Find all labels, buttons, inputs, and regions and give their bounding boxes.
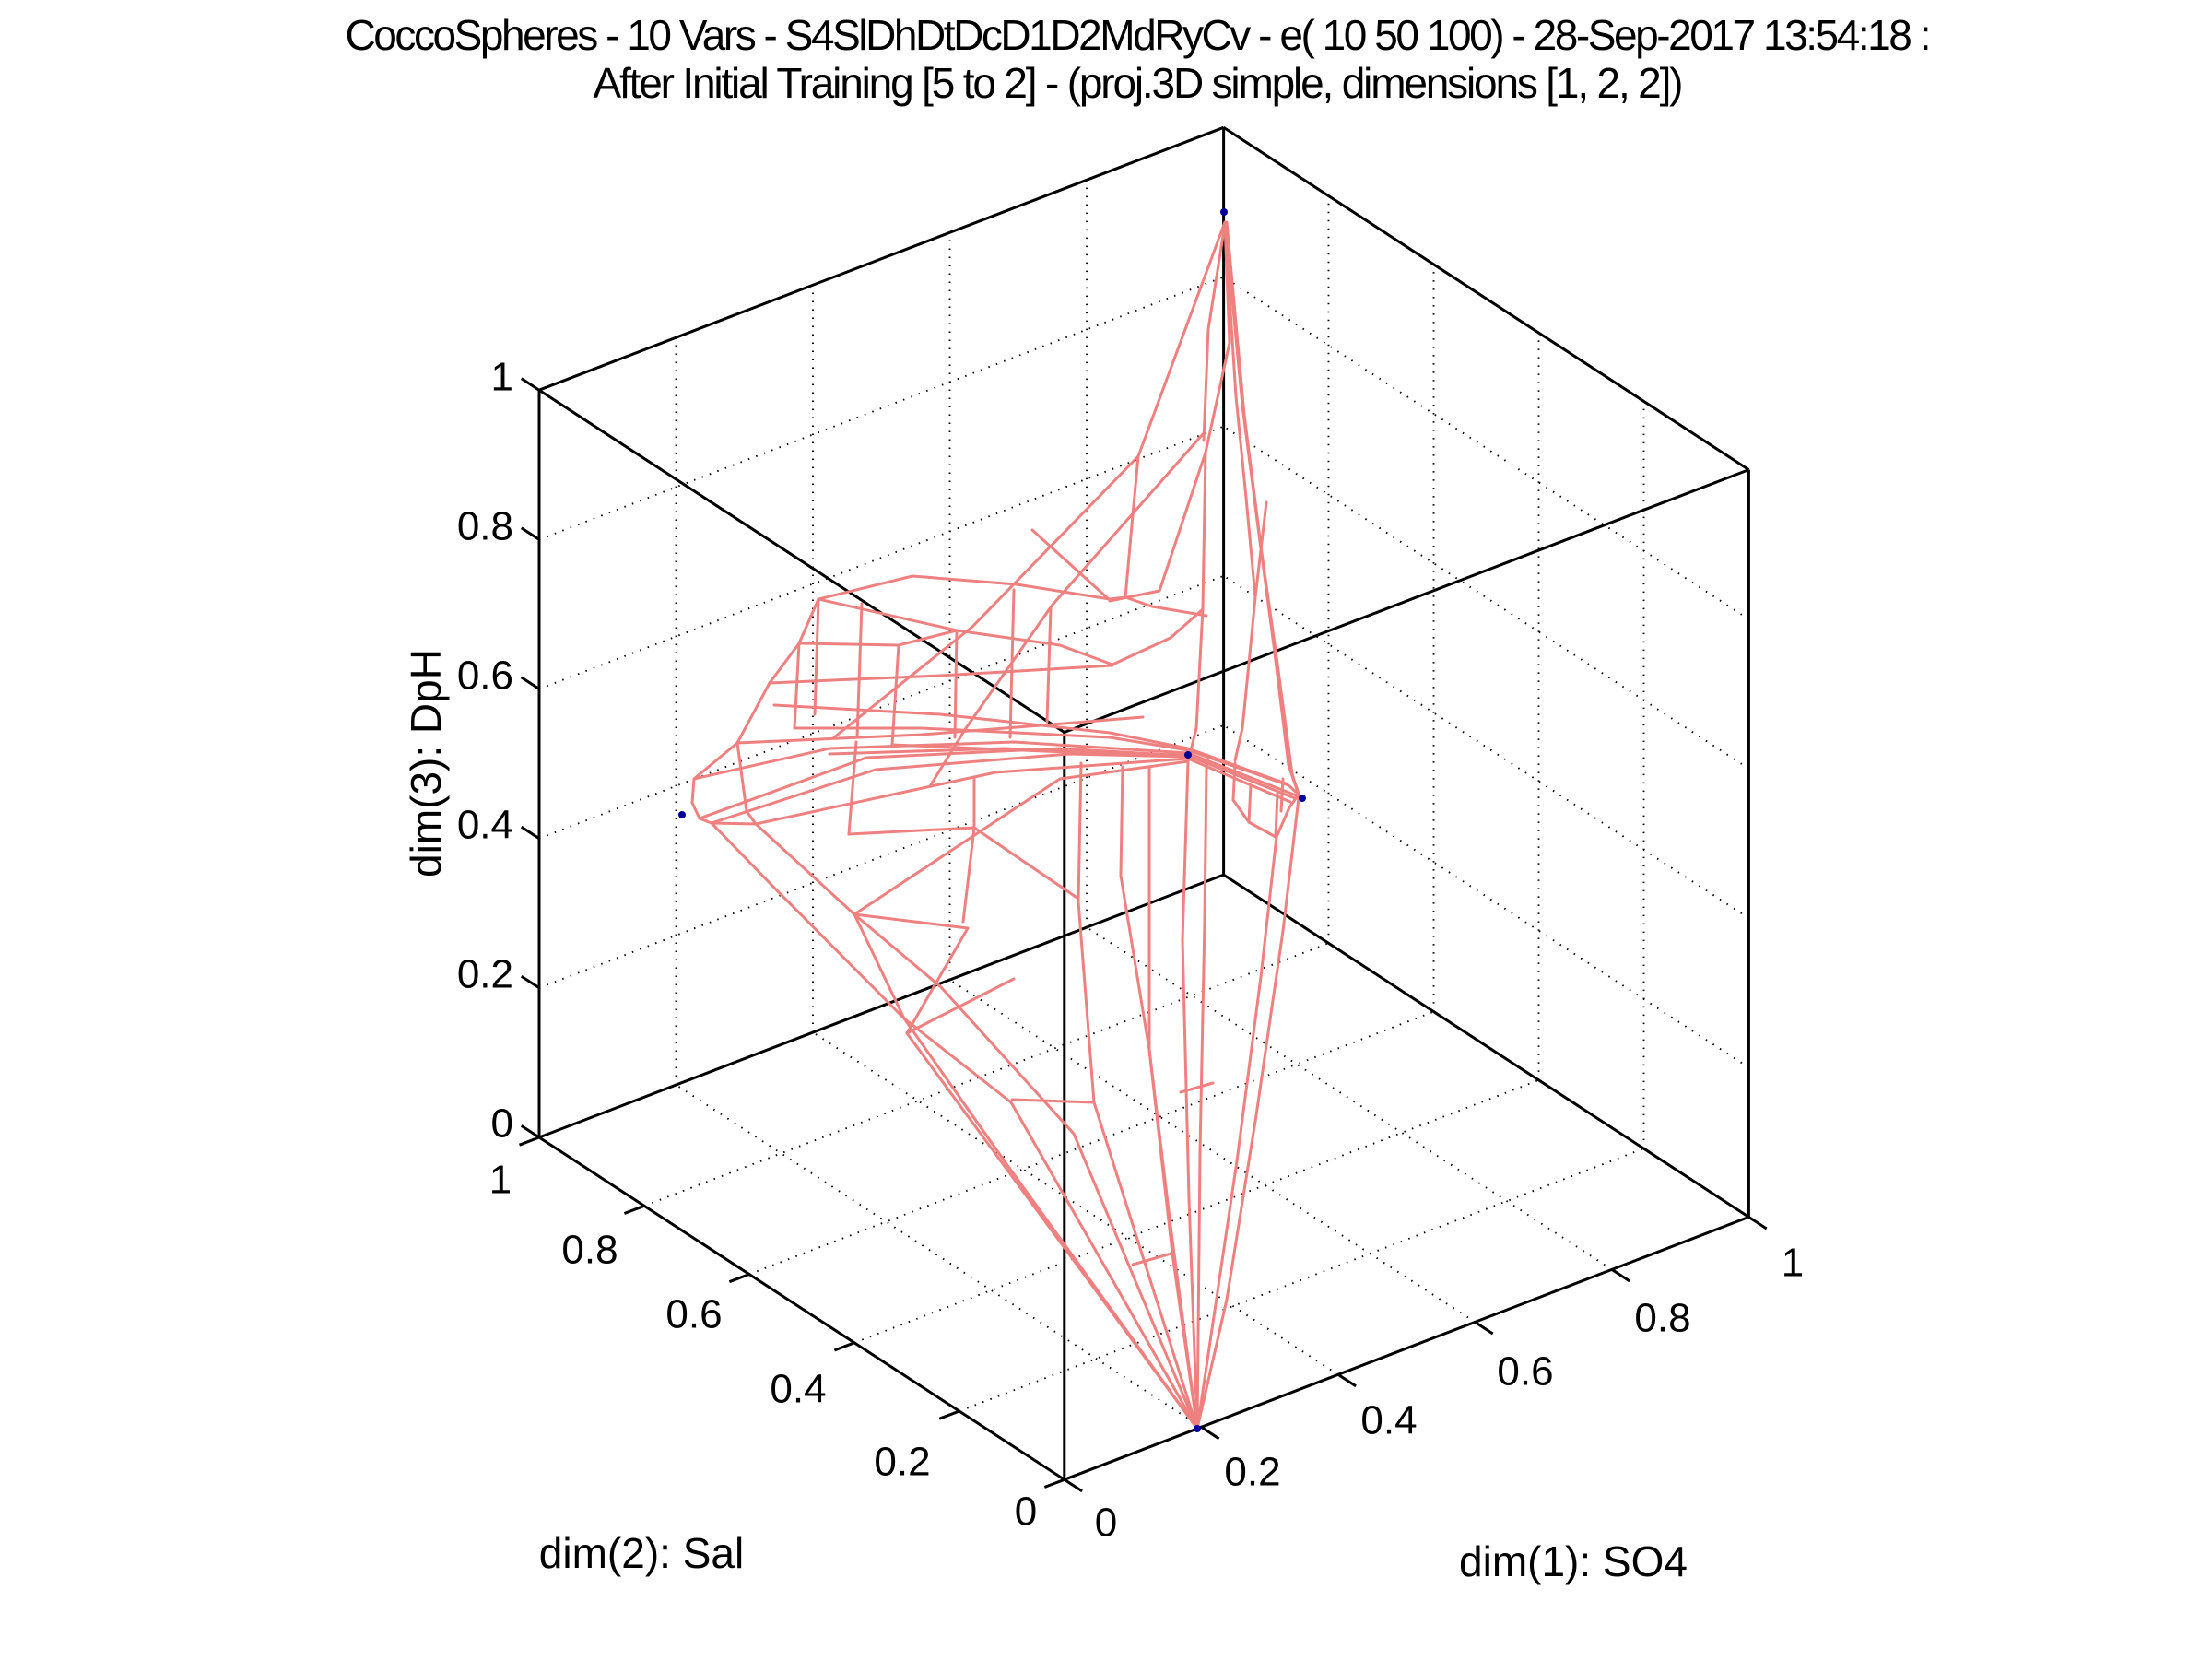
svg-text:0: 0 xyxy=(491,1101,513,1147)
svg-text:0.4: 0.4 xyxy=(770,1367,826,1412)
svg-text:0.6: 0.6 xyxy=(665,1292,722,1337)
svg-text:0: 0 xyxy=(1095,1501,1117,1546)
svg-text:0: 0 xyxy=(1015,1489,1037,1535)
svg-text:dim(2): Sal: dim(2): Sal xyxy=(539,1529,744,1577)
svg-text:1: 1 xyxy=(1782,1241,1804,1286)
svg-text:0.6: 0.6 xyxy=(1497,1349,1553,1395)
svg-text:0.2: 0.2 xyxy=(457,952,513,997)
svg-text:0.4: 0.4 xyxy=(457,803,513,848)
svg-text:0.8: 0.8 xyxy=(1634,1296,1690,1341)
svg-text:0.8: 0.8 xyxy=(457,504,513,549)
svg-text:CoccoSpheres - 10 Vars - S4SlD: CoccoSpheres - 10 Vars - S4SlDhDtDcD1D2M… xyxy=(346,11,1932,59)
svg-text:dim(1): SO4: dim(1): SO4 xyxy=(1459,1537,1688,1585)
svg-text:dim(3): DpH: dim(3): DpH xyxy=(402,649,450,877)
svg-text:After Initial Training [5 to 2: After Initial Training [5 to 2] - (proj.… xyxy=(594,59,1684,107)
svg-text:0.4: 0.4 xyxy=(1360,1398,1417,1443)
svg-text:0.8: 0.8 xyxy=(561,1228,618,1273)
svg-text:0.6: 0.6 xyxy=(457,653,513,699)
svg-text:0.2: 0.2 xyxy=(874,1440,930,1485)
svg-text:1: 1 xyxy=(489,1158,512,1203)
svg-text:0.2: 0.2 xyxy=(1224,1450,1280,1495)
svg-text:1: 1 xyxy=(491,355,513,400)
